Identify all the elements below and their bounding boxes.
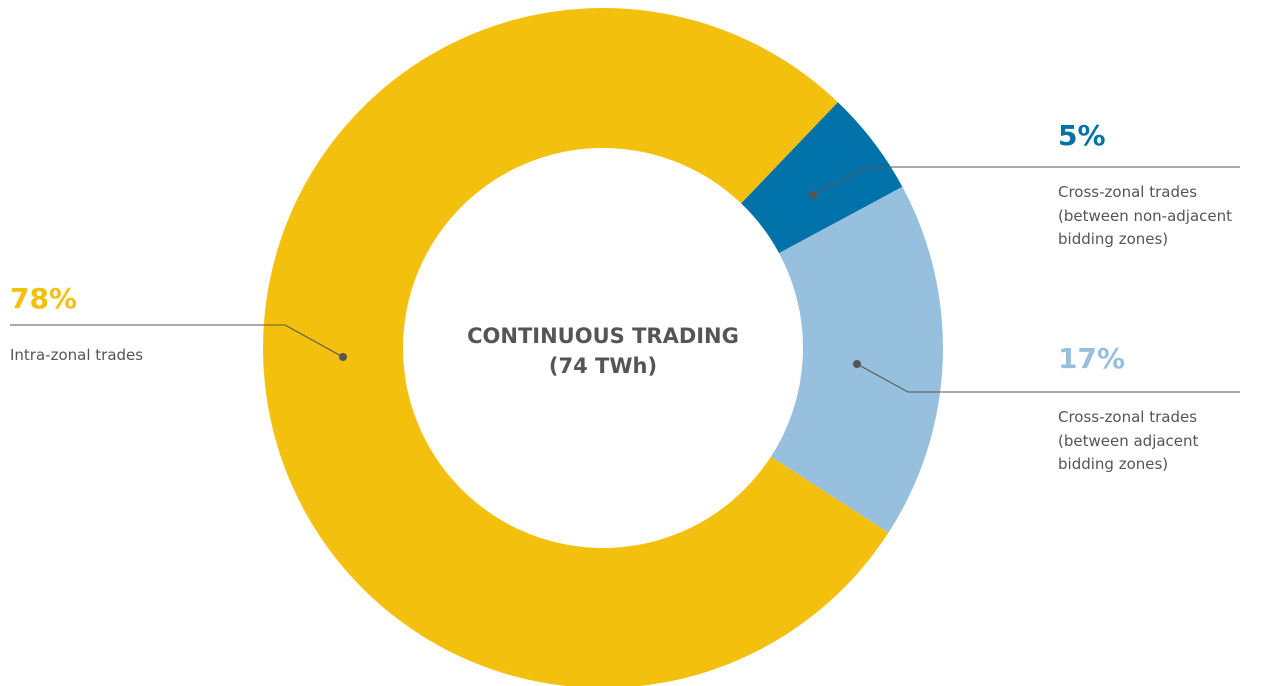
leader-line bbox=[812, 166, 1240, 196]
leader-line bbox=[10, 324, 344, 358]
category-label: Cross-zonal trades (between non-adjacent… bbox=[1058, 183, 1233, 248]
value-label: 5% bbox=[1058, 119, 1106, 152]
slices bbox=[263, 8, 944, 686]
slice bbox=[741, 102, 903, 254]
value-label: 17% bbox=[1058, 342, 1126, 375]
category-label: Cross-zonal trades (between adjacent bid… bbox=[1058, 408, 1199, 473]
slice bbox=[770, 186, 944, 533]
chart-subtitle: (74 TWh) bbox=[549, 354, 657, 378]
leader-dot bbox=[339, 353, 347, 361]
leader-dot bbox=[809, 191, 817, 199]
category-label: Intra-zonal trades bbox=[10, 346, 144, 364]
value-label: 78% bbox=[10, 282, 78, 315]
leader-dot bbox=[853, 360, 861, 368]
leader-line bbox=[856, 363, 1240, 393]
chart-title: CONTINUOUS TRADING bbox=[467, 324, 739, 348]
slice bbox=[263, 8, 889, 686]
